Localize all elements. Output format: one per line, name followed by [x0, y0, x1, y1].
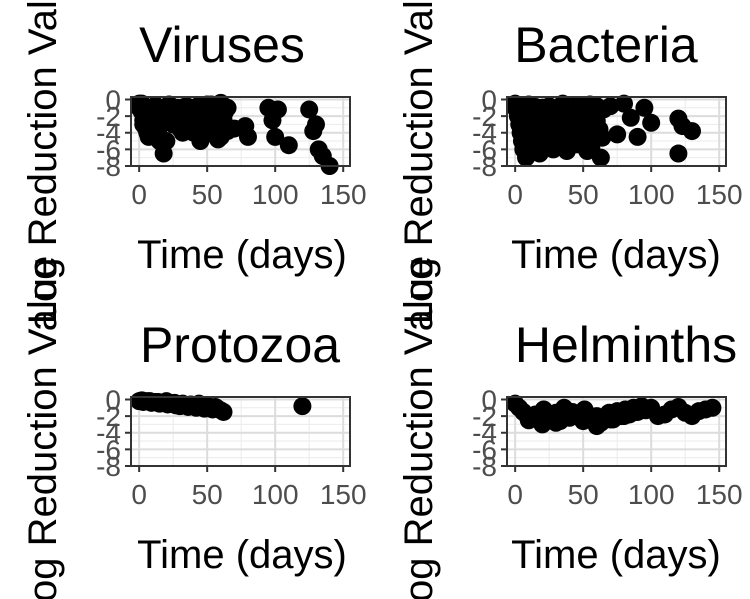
x-tick-label: 150	[320, 479, 367, 510]
y-axis-title: Log Reduction Value	[397, 256, 441, 599]
y-tick-label: -6	[96, 134, 121, 165]
data-point	[614, 94, 633, 113]
data-point	[669, 144, 688, 163]
data-point	[642, 113, 661, 132]
y-tick-label: -4	[472, 118, 497, 149]
data-point	[703, 398, 722, 417]
data-point	[551, 113, 570, 132]
panel-bacteria: Bacteria Time (days) Log Reduction Value…	[397, 0, 743, 324]
data-point	[587, 417, 606, 436]
y-tick-label: 0	[481, 384, 497, 415]
y-axis-title: Log Reduction Value	[397, 0, 441, 324]
data-point	[530, 144, 549, 163]
x-tick-label: 100	[252, 179, 299, 210]
y-tick-label: 0	[481, 84, 497, 115]
x-tick-label: 0	[507, 479, 523, 510]
x-axis-title: Time (days)	[511, 233, 721, 277]
data-point	[519, 411, 538, 430]
data-point	[593, 128, 612, 147]
x-tick-label: 0	[131, 479, 147, 510]
panel-viruses: Viruses Time (days) Log Reduction Value …	[21, 0, 367, 324]
y-tick-label: -4	[472, 418, 497, 449]
x-tick-label: 150	[696, 479, 743, 510]
y-tick-label: -8	[96, 451, 121, 482]
y-tick-label: -2	[96, 101, 121, 132]
data-point	[608, 125, 627, 144]
y-tick-label: -2	[96, 401, 121, 432]
data-point	[300, 100, 319, 119]
panel-title: Helminths	[515, 317, 737, 373]
data-point	[614, 407, 633, 426]
data-point	[635, 98, 654, 117]
data-point	[206, 397, 225, 416]
data-point	[682, 122, 701, 141]
panel-protozoa: Protozoa Time (days) Log Reduction Value…	[21, 256, 367, 599]
data-point	[279, 136, 298, 155]
data-point	[238, 127, 257, 146]
x-tick-label: 0	[507, 179, 523, 210]
x-tick-label: 0	[131, 179, 147, 210]
data-point	[268, 100, 287, 119]
y-tick-label: -8	[96, 151, 121, 182]
panel-title: Protozoa	[140, 317, 340, 373]
data-point	[601, 97, 620, 116]
x-axis-title: Time (days)	[137, 233, 347, 277]
y-tick-label: -4	[96, 418, 121, 449]
x-tick-label: 150	[696, 179, 743, 210]
x-tick-label: 100	[628, 479, 675, 510]
y-tick-label: 0	[105, 84, 121, 115]
data-point	[306, 115, 325, 134]
data-point	[546, 413, 565, 432]
data-point	[266, 127, 285, 146]
x-axis-title: Time (days)	[137, 533, 347, 577]
y-tick-label: -2	[472, 401, 497, 432]
panel-helminths: Helminths Time (days) Log Reduction Valu…	[397, 256, 743, 599]
data-point	[211, 127, 230, 146]
data-point	[564, 122, 583, 141]
data-point	[157, 132, 176, 151]
y-tick-label: -4	[96, 118, 121, 149]
y-tick-label: -6	[96, 434, 121, 465]
data-point	[574, 412, 593, 431]
y-tick-label: -8	[472, 451, 497, 482]
y-tick-label: -6	[472, 134, 497, 165]
x-tick-label: 150	[320, 179, 367, 210]
x-tick-label: 100	[252, 479, 299, 510]
y-tick-label: -6	[472, 434, 497, 465]
y-axis-title: Log Reduction Value	[21, 256, 65, 599]
x-axis-title: Time (days)	[511, 533, 721, 577]
data-point	[215, 102, 234, 121]
data-point	[533, 415, 552, 434]
data-point	[591, 148, 610, 167]
data-point	[578, 142, 597, 161]
panel-border	[506, 96, 727, 167]
y-tick-label: -8	[472, 151, 497, 182]
data-point	[191, 132, 210, 151]
data-point	[517, 148, 536, 167]
y-tick-label: 0	[105, 384, 121, 415]
x-tick-label: 50	[568, 479, 599, 510]
panel-border	[506, 396, 727, 467]
data-point	[628, 127, 647, 146]
panel-title: Bacteria	[514, 17, 698, 73]
data-point	[621, 108, 640, 127]
y-axis-title: Log Reduction Value	[21, 0, 65, 324]
data-point	[560, 408, 579, 427]
panel-title: Viruses	[139, 17, 305, 73]
panel-border	[130, 96, 351, 167]
x-tick-label: 50	[192, 179, 223, 210]
x-tick-label: 50	[568, 179, 599, 210]
panel-border	[130, 396, 351, 467]
y-tick-label: -2	[472, 101, 497, 132]
data-point	[601, 410, 620, 429]
data-point	[293, 397, 312, 416]
x-tick-label: 50	[192, 479, 223, 510]
x-tick-label: 100	[628, 179, 675, 210]
